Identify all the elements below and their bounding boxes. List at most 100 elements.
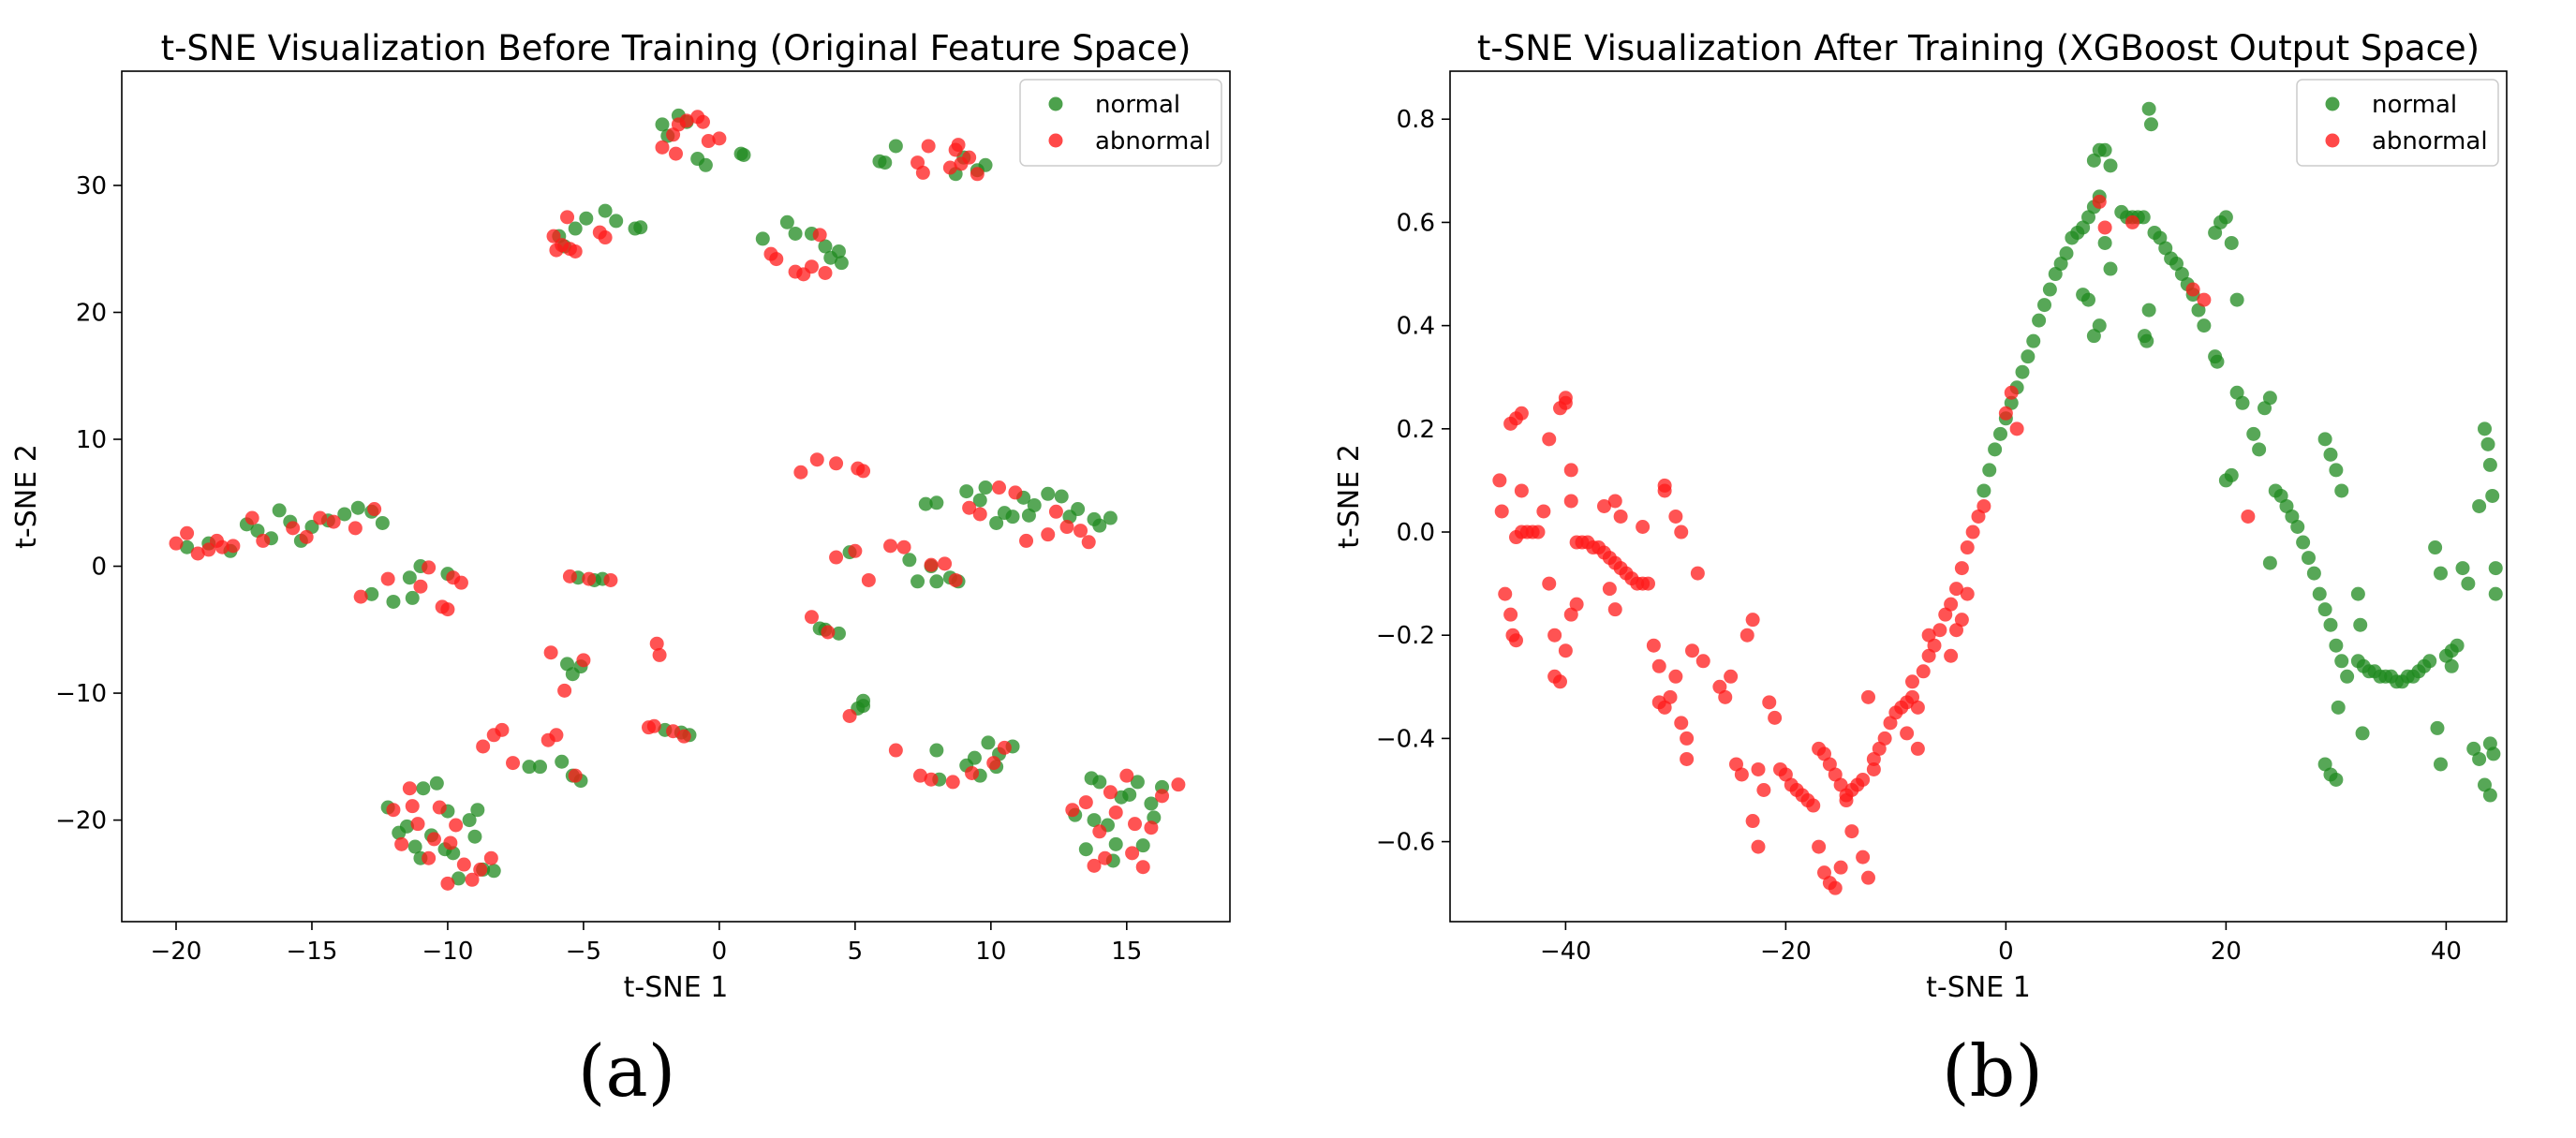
panel-b-legend-marker-normal (2325, 96, 2340, 111)
panel-a-point-normal (655, 117, 670, 132)
panel-b-point-abnormal (1680, 751, 1695, 766)
panel-b-point-normal (2004, 395, 2019, 410)
panel-b-point-abnormal (1812, 839, 1827, 854)
panel-a-point-abnormal (1171, 777, 1186, 792)
panel-b-point-normal (2092, 318, 2107, 333)
panel-a-point-abnormal (426, 832, 441, 847)
panel-b-point-normal (2224, 235, 2239, 250)
panel-a-point-abnormal (992, 480, 1007, 495)
panel-b-point-normal (2037, 298, 2051, 313)
panel-a-point-abnormal (829, 456, 844, 471)
panel-a-point-normal (1130, 775, 1145, 790)
panel-b-point-normal (2329, 772, 2344, 787)
panel-a-point-normal (416, 781, 431, 796)
panel-b-y-axis-label: t-SNE 2 (1333, 444, 1366, 549)
panel-b-point-abnormal (1740, 628, 1754, 643)
panel-a-point-normal (609, 214, 624, 229)
panel-a-point-abnormal (465, 872, 480, 887)
panel-b-x-axis-label: t-SNE 1 (1926, 971, 2031, 1004)
panel-b-point-abnormal (1718, 689, 1733, 704)
panel-a-point-normal (337, 507, 352, 522)
panel-a-point-abnormal (432, 800, 447, 815)
panel-b-point-normal (2258, 401, 2272, 416)
panel-a-point-abnormal (948, 572, 963, 587)
panel-b-point-normal (2197, 318, 2212, 333)
panel-b-point-normal (1982, 463, 1997, 478)
panel-a-point-abnormal (576, 653, 591, 668)
panel-a-x-tick-label: 5 (848, 938, 864, 966)
panel-a-point-abnormal (1125, 846, 1140, 861)
panel-b-point-abnormal (1553, 674, 1567, 689)
panel-b-point-abnormal (1828, 880, 1843, 895)
panel-a-legend-label-normal: normal (1095, 91, 1180, 119)
panel-a-point-abnormal (394, 836, 409, 851)
panel-b-point-abnormal (1690, 566, 1705, 581)
panel-a-point-abnormal (809, 452, 824, 467)
panel-a-point-abnormal (695, 114, 710, 129)
panel-a-point-normal (522, 760, 537, 775)
panel-a-point-abnormal (549, 728, 564, 743)
panel-b-point-normal (2340, 669, 2355, 684)
panel-a-legend-marker-abnormal (1048, 133, 1063, 148)
panel-a-legend-label-abnormal: abnormal (1095, 127, 1211, 155)
panel-a-point-normal (375, 515, 390, 530)
panel-b-point-normal (2279, 498, 2294, 513)
panel-a-point-abnormal (818, 265, 833, 280)
panel-a-point-abnormal (970, 167, 985, 182)
panel-a-point-abnormal (180, 525, 195, 540)
panel-a-point-abnormal (888, 743, 903, 758)
panel-a-point-abnormal (380, 571, 395, 586)
panel-b-point-abnormal (1866, 751, 1881, 766)
panel-a-point-abnormal (546, 229, 561, 244)
panel-b-point-abnormal (1597, 498, 1611, 513)
panel-b-legend: normal abnormal (2296, 79, 2499, 167)
panel-b-point-abnormal (1944, 648, 1959, 663)
panel-b-x-tick-label: −20 (1760, 938, 1812, 966)
panel-b-point-normal (1976, 483, 1991, 498)
panel-a-point-abnormal (1081, 535, 1096, 550)
panel-b-point-abnormal (1657, 700, 1672, 715)
panel-a-point-abnormal (912, 768, 927, 783)
panel-a-y-tick-label: −10 (55, 680, 107, 708)
panel-a-x-tick-label: 10 (975, 938, 1006, 966)
panel-a-point-abnormal (244, 510, 259, 525)
panel-b-point-abnormal (1883, 716, 1898, 731)
panel-b-point-normal (2097, 142, 2112, 157)
panel-a-point-abnormal (649, 636, 664, 651)
panel-b-point-normal (2486, 746, 2501, 761)
panel-a-point-normal (1092, 518, 1107, 533)
panel-b-point-abnormal (1900, 726, 1915, 741)
panel-b-point-abnormal (1822, 757, 1837, 772)
panel-b-x-tick-label: 20 (2211, 938, 2242, 966)
panel-a-point-abnormal (592, 225, 607, 240)
panel-a-point-normal (1114, 790, 1129, 805)
panel-b-point-abnormal (1724, 669, 1739, 684)
panel-a-point-normal (910, 574, 925, 589)
panel-b-point-abnormal (1751, 761, 1766, 776)
panel-b-point-normal (2323, 447, 2338, 462)
panel-a-point-normal (929, 743, 944, 758)
panel-b-point-normal (2485, 488, 2500, 503)
panel-a-point-abnormal (842, 708, 857, 723)
panel-a-point-abnormal (666, 724, 681, 739)
panel-b-y-tick-label: −0.2 (1376, 622, 1435, 650)
panel-a-title: t-SNE Visualization Before Training (Ori… (161, 28, 1192, 68)
panel-b-point-abnormal (1734, 767, 1749, 782)
panel-b-point-abnormal (1971, 509, 1986, 524)
panel-a-point-abnormal (440, 876, 455, 891)
panel-b-point-normal (2042, 282, 2057, 297)
panel-b-point-abnormal (1944, 597, 1959, 612)
panel-b-point-normal (2428, 540, 2443, 555)
panel-b-point-abnormal (2241, 509, 2256, 524)
panel-b-point-normal (2015, 364, 2030, 379)
panel-a-point-normal (918, 496, 933, 511)
panel-b-point-abnormal (1910, 700, 1925, 715)
subfigure-label-a: (a) (578, 1029, 676, 1113)
panel-b-point-normal (2488, 586, 2503, 601)
panel-b-point-normal (2334, 483, 2349, 498)
panel-a-points (169, 108, 1186, 891)
panel-a-point-normal (1027, 497, 1042, 512)
panel-b-points (1492, 101, 2503, 895)
panel-a-point-normal (402, 570, 417, 585)
panel-a-point-abnormal (804, 610, 819, 625)
